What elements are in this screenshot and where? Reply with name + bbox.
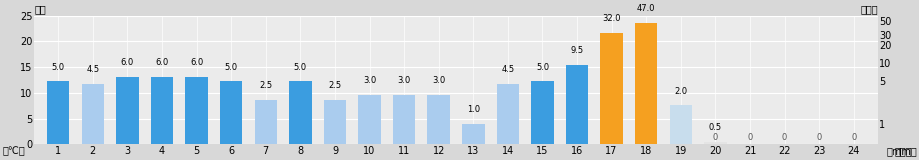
Bar (116, 77, 139, 160)
Text: 0: 0 (712, 133, 717, 142)
Text: （mm）: （mm） (885, 146, 916, 156)
Bar (323, 100, 346, 160)
Text: 3.0: 3.0 (432, 76, 445, 85)
Bar (185, 77, 208, 160)
Bar (392, 95, 414, 160)
Text: 9.5: 9.5 (570, 46, 583, 55)
Bar (669, 105, 691, 160)
Text: 6.0: 6.0 (155, 58, 168, 67)
Text: 2.0: 2.0 (674, 87, 686, 96)
Text: 0.5: 0.5 (708, 123, 721, 132)
Text: 4.5: 4.5 (86, 65, 99, 74)
Text: （℃）: （℃） (3, 146, 26, 156)
Text: 0: 0 (781, 133, 787, 142)
Bar (461, 124, 484, 160)
Text: 6.0: 6.0 (120, 58, 134, 67)
Text: 0: 0 (746, 133, 752, 142)
Text: 0: 0 (850, 133, 856, 142)
Bar (530, 81, 553, 160)
Bar (220, 81, 243, 160)
Bar (82, 84, 104, 160)
Text: （時）: （時） (894, 146, 912, 156)
Text: 32.0: 32.0 (602, 14, 620, 23)
Bar (634, 23, 657, 160)
Bar (357, 95, 380, 160)
Text: 47.0: 47.0 (636, 4, 654, 13)
Text: 5.0: 5.0 (293, 63, 307, 72)
Bar (703, 142, 726, 160)
Text: 2.5: 2.5 (259, 81, 272, 90)
Bar (151, 77, 173, 160)
Text: 3.0: 3.0 (362, 76, 376, 85)
Bar (289, 81, 312, 160)
Text: 5.0: 5.0 (536, 63, 549, 72)
Bar (496, 84, 518, 160)
Text: 0: 0 (816, 133, 821, 142)
Text: 1.0: 1.0 (466, 105, 480, 114)
Bar (47, 81, 70, 160)
Text: 5.0: 5.0 (224, 63, 237, 72)
Text: 2.5: 2.5 (328, 81, 341, 90)
Bar (600, 33, 622, 160)
Text: 5.0: 5.0 (51, 63, 64, 72)
Text: 6.0: 6.0 (189, 58, 203, 67)
Bar (565, 65, 587, 160)
Bar (427, 95, 449, 160)
Text: 3.0: 3.0 (397, 76, 410, 85)
Bar (255, 100, 277, 160)
Text: 気温: 気温 (34, 4, 46, 14)
Text: 降水量: 降水量 (859, 4, 877, 14)
Text: 4.5: 4.5 (501, 65, 514, 74)
